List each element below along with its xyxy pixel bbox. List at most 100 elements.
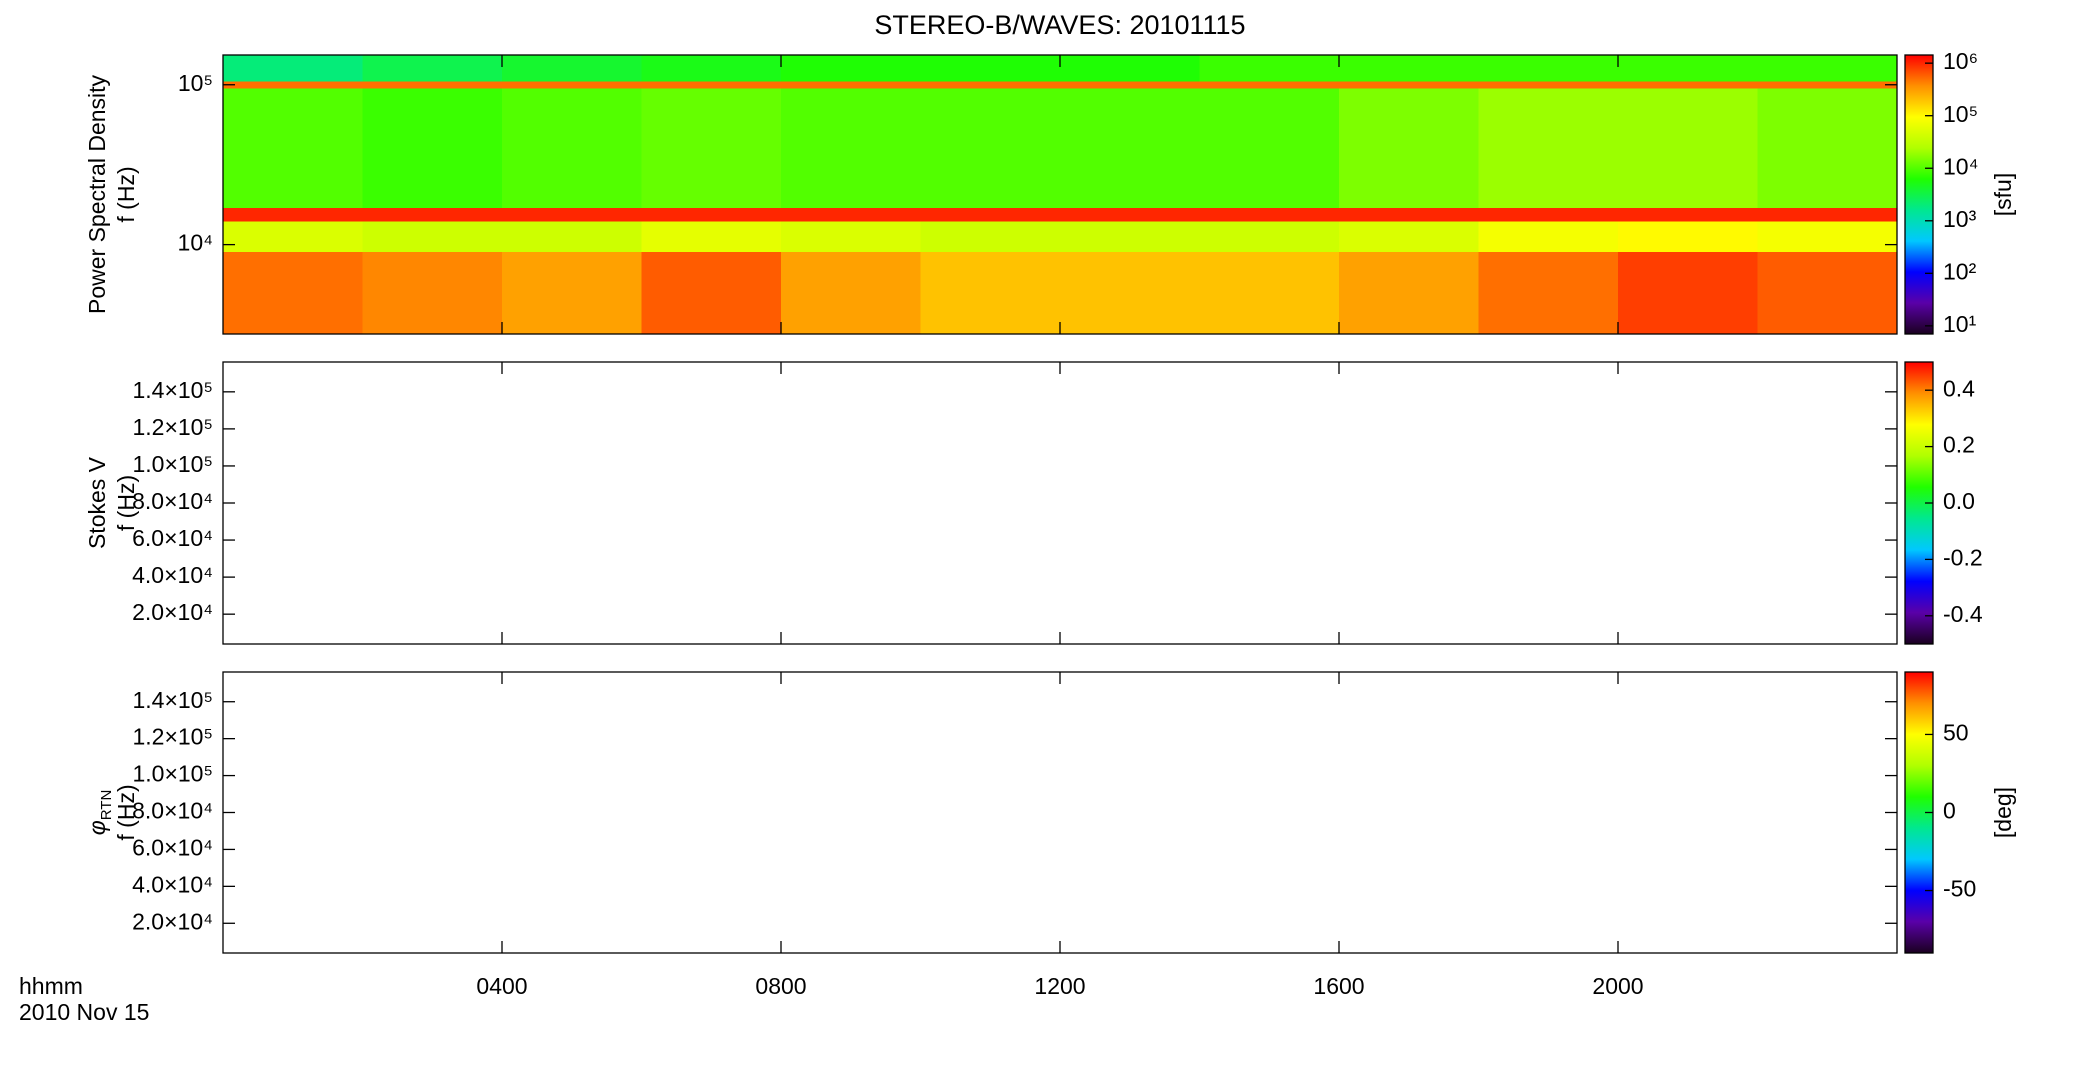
spectrogram-cell	[641, 88, 781, 208]
spectrogram-cell	[920, 81, 1060, 89]
spectrogram-cell	[362, 81, 502, 89]
spectrogram-cell	[1478, 55, 1618, 82]
y-axis-label: Power Spectral Density	[84, 74, 110, 314]
spectrogram-cell	[1618, 251, 1758, 334]
colorbar-tick-label: 0.0	[1943, 488, 1975, 514]
spectrogram-cell	[502, 81, 642, 89]
spectrogram-cell	[1757, 88, 1897, 208]
plot-frame	[222, 671, 1898, 954]
chart-title: STEREO-B/WAVES: 20101115	[874, 10, 1245, 40]
spectrogram-cell	[1757, 81, 1897, 89]
colorbar-tick-label: 10⁴	[1943, 153, 1978, 179]
spectrogram-cell	[362, 55, 502, 82]
y-tick-label: 10⁵	[178, 70, 213, 96]
spectrogram-cell	[641, 207, 781, 222]
spectrogram-cell	[223, 207, 363, 222]
y-tick-label: 6.0×10⁴	[132, 835, 213, 861]
x-tick-label: 2000	[1592, 973, 1643, 999]
x-tick-label: 1200	[1034, 973, 1085, 999]
y-axis-label: φRTN	[84, 790, 115, 836]
x-tick-label: 0800	[755, 973, 806, 999]
x-axis-date: 2010 Nov 15	[19, 999, 149, 1025]
spectrogram-cell	[920, 55, 1060, 82]
y-tick-label: 8.0×10⁴	[132, 798, 213, 824]
spectrogram-cell	[1199, 221, 1339, 252]
spectrogram-cell	[1060, 81, 1200, 89]
y-axis-symbol: φ	[84, 820, 110, 835]
y-tick-label: 1.2×10⁵	[132, 414, 213, 440]
y-tick-label: 4.0×10⁴	[132, 871, 213, 897]
spectrogram-cell	[362, 251, 502, 334]
colorbar-tick-label: 10⁵	[1943, 101, 1978, 127]
plot-frame	[222, 361, 1898, 645]
spectrogram-cell	[920, 251, 1060, 334]
spectrogram-cell	[1060, 55, 1200, 82]
y-tick-label: 1.4×10⁵	[132, 377, 213, 403]
spectrogram-cell	[1060, 251, 1200, 334]
spectrogram-cell	[502, 88, 642, 208]
spectrogram-cell	[223, 81, 363, 89]
spectrogram-cell	[1757, 207, 1897, 222]
y-tick-label: 4.0×10⁴	[132, 562, 213, 588]
spectrogram-cell	[781, 81, 921, 89]
spectrogram-cell	[920, 88, 1060, 208]
spectrogram-cell	[781, 221, 921, 252]
colorbar-label: [deg]	[1990, 787, 2016, 838]
spectrogram-cell	[781, 207, 921, 222]
spectrogram-cell	[781, 251, 921, 334]
y-tick-label: 2.0×10⁴	[132, 599, 213, 625]
colorbar-tick-label: -0.2	[1943, 544, 1983, 570]
colorbar-tick-label: 50	[1943, 720, 1969, 746]
spectrogram-cell	[362, 221, 502, 252]
spectrogram-cell	[641, 251, 781, 334]
y-tick-label: 10⁴	[178, 230, 213, 256]
spectrogram-cell	[1339, 88, 1479, 208]
spectrogram-cell	[223, 251, 363, 334]
y-axis-label: f (Hz)	[113, 475, 139, 531]
spectrogram-cell	[920, 207, 1060, 222]
y-tick-label: 1.2×10⁵	[132, 724, 213, 750]
spectrogram-cell	[1478, 88, 1618, 208]
spectrogram-cell	[502, 55, 642, 82]
colorbar-tick-label: -50	[1943, 876, 1976, 902]
spectrogram-cell	[1060, 88, 1200, 208]
colorbar-tick-label: 0.4	[1943, 375, 1975, 401]
spectrogram-cell	[1339, 221, 1479, 252]
spectrogram-cell	[1618, 207, 1758, 222]
spectrogram-cell	[1339, 207, 1479, 222]
spectrogram-cell	[641, 55, 781, 82]
spectrogram-cell	[1478, 221, 1618, 252]
spectrogram-cell	[502, 251, 642, 334]
spectrogram-cell	[1199, 55, 1339, 82]
spectrogram-cell	[1199, 251, 1339, 334]
x-axis-label: hhmm	[19, 973, 83, 999]
spectrogram-cell	[1757, 251, 1897, 334]
spectrogram-cell	[223, 55, 363, 82]
colorbar	[1904, 54, 1934, 335]
colorbar-label: [sfu]	[1990, 173, 2016, 216]
colorbar-tick-label: 10¹	[1943, 311, 1977, 337]
spectrogram-cell	[1339, 81, 1479, 89]
y-axis-subscript: RTN	[98, 790, 115, 821]
colorbar-tick-label: 0	[1943, 798, 1956, 824]
spectrogram-cell	[920, 221, 1060, 252]
spectrogram-cell	[781, 88, 921, 208]
spectrogram-cell	[641, 81, 781, 89]
spectrogram-cell	[781, 55, 921, 82]
spectrogram-cell	[1478, 251, 1618, 334]
spectrogram-cell	[1618, 81, 1758, 89]
spectrogram-cell	[223, 221, 363, 252]
colorbar-tick-label: 10²	[1943, 258, 1977, 284]
spectrogram-cell	[1199, 81, 1339, 89]
spectrogram-cell	[1618, 221, 1758, 252]
colorbar-tick-label: 10³	[1943, 206, 1977, 232]
y-axis-label: f (Hz)	[113, 166, 139, 222]
spectrogram-cell	[1199, 207, 1339, 222]
spectrogram-cell	[1757, 55, 1897, 82]
spectrogram-cell	[1618, 88, 1758, 208]
colorbar-tick-label: 0.2	[1943, 432, 1975, 458]
spectrogram-cell	[502, 207, 642, 222]
spectrogram-cell	[502, 221, 642, 252]
y-axis-label: Stokes V	[84, 456, 110, 549]
